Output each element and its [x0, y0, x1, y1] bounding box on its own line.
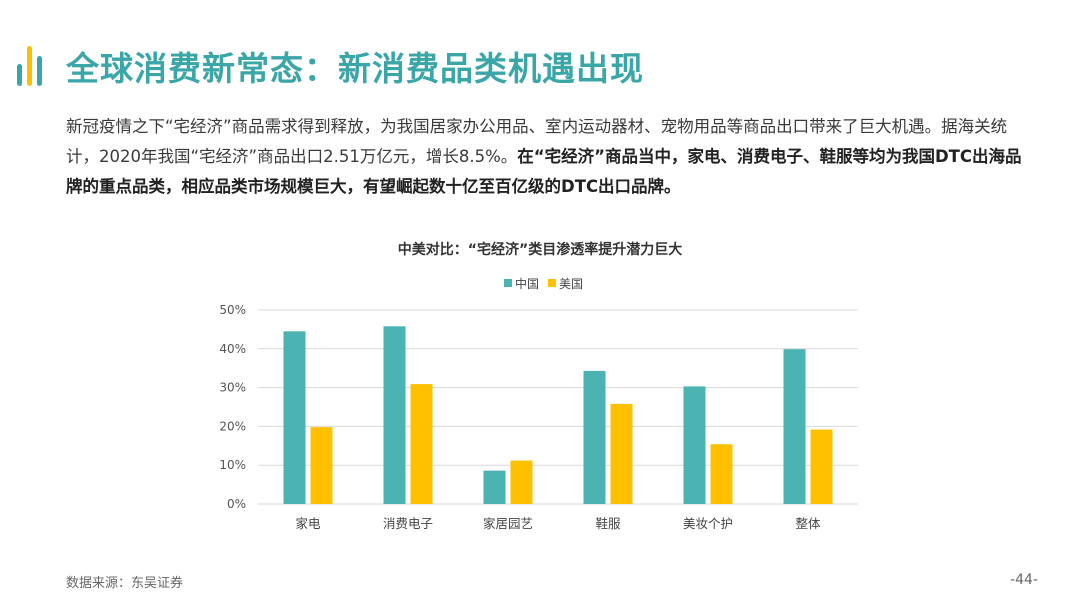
bar-usa-2	[510, 460, 533, 504]
bar-china-1	[383, 326, 406, 504]
y-tick-label: 30%	[219, 381, 246, 395]
logo-bars-icon	[17, 44, 47, 86]
bar-china-2	[483, 470, 506, 504]
bars-group	[283, 326, 833, 504]
bar-usa-0	[310, 427, 333, 504]
bar-china-5	[783, 349, 806, 504]
y-axis: 0% 10% 20% 30% 40% 50%	[219, 303, 246, 511]
x-tick-label: 美妆个护	[683, 516, 733, 531]
x-tick-label: 鞋服	[595, 516, 621, 531]
bar-usa-3	[610, 403, 633, 504]
y-tick-label: 10%	[219, 458, 246, 472]
bar-china-3	[583, 370, 606, 504]
page-number: -44-	[1010, 572, 1038, 588]
x-tick-label: 家居园艺	[483, 516, 533, 531]
y-tick-label: 0%	[227, 497, 246, 511]
x-tick-label: 整体	[795, 516, 821, 531]
legend-label: 中国	[515, 276, 539, 291]
x-axis: 家电 消费电子 家居园艺 鞋服 美妆个护 整体	[295, 516, 821, 531]
x-tick-label: 家电	[295, 516, 321, 531]
paragraph-normal-text: 新冠疫情之下“宅经济”商品需求得到释放，为我国居家办公用品、室内运动器材、宠物用…	[66, 117, 1008, 166]
bar-usa-1	[410, 384, 433, 504]
intro-paragraph: 新冠疫情之下“宅经济”商品需求得到释放，为我国居家办公用品、室内运动器材、宠物用…	[66, 112, 1026, 202]
legend-swatch-0	[504, 279, 512, 287]
x-tick-label: 消费电子	[383, 516, 433, 531]
y-tick-label: 50%	[219, 303, 246, 317]
page-title: 全球消费新常态：新消费品类机遇出现	[66, 49, 644, 88]
bar-china-0	[283, 331, 306, 504]
chart-legend: 中国 美国	[504, 276, 583, 291]
legend-label: 美国	[559, 277, 583, 291]
chart-grid	[258, 309, 858, 505]
bar-usa-4	[710, 444, 733, 504]
paragraph-bold-text: 在“宅经济”商品当中，家电、消费电子、鞋服等均为我国DTC出海品牌的重点品类，相…	[66, 147, 1022, 196]
legend-swatch-1	[548, 279, 556, 287]
data-source: 数据来源：东吴证券	[66, 576, 184, 591]
bar-usa-5	[810, 429, 833, 504]
y-tick-label: 20%	[219, 419, 246, 433]
bar-china-4	[683, 386, 706, 504]
chart-title: 中美对比：“宅经济”类目渗透率提升潜力巨大	[398, 241, 682, 258]
y-tick-label: 40%	[219, 342, 246, 356]
